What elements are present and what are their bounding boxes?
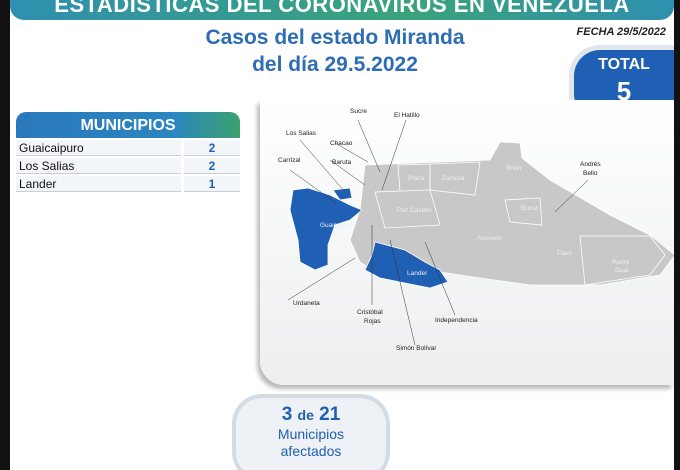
municipio-name: Lander: [16, 176, 181, 192]
label-el-hatillo: El Hatillo: [394, 112, 420, 119]
label-gual: Gual: [615, 267, 629, 274]
label-cristobal: Cristóbal: [357, 309, 383, 316]
table-row: Guaicaipuro 2: [16, 140, 240, 156]
miranda-map: Sucre El Hatillo Los Salias Chacao Carri…: [278, 108, 674, 352]
region-zamora: [429, 161, 481, 196]
table-row: Los Salias 2: [16, 158, 240, 174]
label-paz-castillo: Paz Castillo: [397, 207, 432, 214]
region-los-salias: [332, 187, 353, 201]
affected-line1: Municipios: [277, 426, 345, 442]
municipio-count: 2: [184, 158, 240, 174]
label-urdaneta: Urdaneta: [293, 300, 320, 307]
region-pedro-gual: [579, 235, 666, 286]
municipios-header: MUNICIPIOS: [16, 112, 240, 138]
affected-badge: 3 de 21 Municipios afectados: [236, 398, 386, 470]
region-paz-castillo: [374, 189, 441, 229]
label-plaza: Plaza: [408, 175, 425, 182]
municipio-name: Los Salias: [16, 158, 181, 174]
affected-de: de: [297, 407, 314, 423]
leader-lines: [287, 119, 589, 346]
label-lander: Lander: [407, 270, 428, 277]
municipio-count: 1: [184, 176, 240, 192]
municipio-count: 2: [184, 140, 240, 156]
affected-line2: afectados: [280, 443, 342, 459]
label-simon-bolivar: Simón Bolívar: [396, 345, 437, 352]
label-sucre: Sucre: [350, 108, 367, 115]
label-bello: Bello: [583, 170, 598, 177]
infographic: ESTADÍSTICAS DEL CORONAVIRUS EN VENEZUEL…: [10, 0, 674, 470]
region-lander: [364, 241, 449, 289]
label-independencia: Independencia: [435, 317, 478, 324]
label-pedro: Pedro: [612, 259, 630, 266]
date-label: FECHA 29/5/2022: [576, 26, 666, 38]
label-andres: Andrés: [580, 161, 601, 168]
label-paez: Páez: [557, 250, 572, 257]
label-brion: Brión: [506, 165, 522, 172]
label-chacao: Chacao: [330, 140, 353, 147]
total-label: TOTAL: [598, 56, 650, 73]
label-carrizal: Carrizal: [278, 157, 301, 164]
label-acevedo: Acevedo: [477, 235, 503, 242]
label-guaicaipuro: Guaicaipuro: [320, 222, 355, 229]
label-los-salias: Los Salias: [286, 130, 317, 137]
affected-total: 21: [319, 404, 341, 425]
label-zamora: Zamora: [442, 175, 465, 182]
page-subtitle: del día 29.5.2022: [252, 53, 418, 76]
region-guaicaipuro: [289, 187, 363, 271]
municipio-name: Guaicaipuro: [16, 140, 181, 156]
table-row: Lander 1: [16, 176, 240, 192]
label-baruta: Baruta: [332, 159, 352, 166]
region-buroz: [504, 197, 543, 226]
page-title: Casos del estado Miranda: [205, 26, 465, 49]
label-rojas: Rojas: [364, 318, 381, 325]
map-panel: Sucre El Hatillo Los Salias Chacao Carri…: [260, 100, 674, 385]
label-buroz: Buroz: [521, 205, 538, 212]
banner-title: ESTADÍSTICAS DEL CORONAVIRUS EN VENEZUEL…: [10, 0, 674, 20]
affected-count: 3: [281, 404, 293, 425]
total-value: 5: [616, 76, 632, 106]
municipios-table: Guaicaipuro 2 Los Salias 2 Lander 1: [16, 140, 240, 194]
